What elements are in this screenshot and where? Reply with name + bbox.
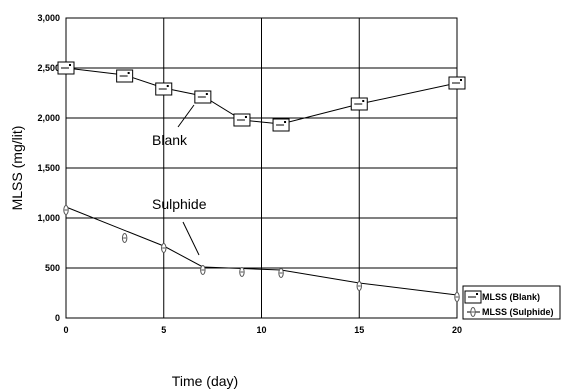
data-point xyxy=(116,69,134,83)
annotation-sulphide-pointer xyxy=(182,221,200,256)
y-tick-label: 2,500 xyxy=(37,63,60,73)
legend-item: MLSS (Blank) xyxy=(464,290,540,304)
series-blank xyxy=(57,61,466,132)
legend-label: MLSS (Sulphide) xyxy=(482,307,554,317)
marker-dot xyxy=(284,121,287,123)
data-point xyxy=(239,267,245,277)
data-point xyxy=(161,243,167,253)
x-tick-label: 5 xyxy=(161,325,166,335)
y-tick-label: 1,500 xyxy=(37,163,60,173)
marker-dot xyxy=(476,293,478,295)
data-point xyxy=(63,205,69,215)
x-axis-label: Time (day) xyxy=(172,373,238,389)
data-point xyxy=(278,268,284,278)
marker-dot xyxy=(205,93,208,95)
x-tick-label: 20 xyxy=(452,325,462,335)
marker-dot xyxy=(362,100,365,102)
grid xyxy=(65,17,458,319)
data-point xyxy=(448,76,466,90)
tick-labels: 0 500 1,000 1,500 2,000 2,500 3,000 0 5 10 15 20 xyxy=(37,13,462,335)
legend-label: MLSS (Blank) xyxy=(482,292,540,302)
data-point xyxy=(200,265,206,275)
data-point xyxy=(233,113,251,127)
data-point xyxy=(121,233,128,243)
marker-dot xyxy=(127,72,130,74)
series-layer xyxy=(57,61,466,302)
legend-item: MLSS (Sulphide) xyxy=(467,307,554,317)
data-point xyxy=(155,82,173,96)
x-tick-label: 15 xyxy=(354,325,364,335)
legend: MLSS (Blank) MLSS (Sulphide) xyxy=(462,285,561,320)
y-tick-label: 1,000 xyxy=(37,213,60,223)
data-point xyxy=(350,97,368,111)
plot-frame xyxy=(65,17,458,319)
marker-dot xyxy=(460,79,462,81)
annotation-sulphide: Sulphide xyxy=(152,196,207,212)
data-point xyxy=(356,281,362,291)
marker-dot xyxy=(69,64,71,66)
legend-marker xyxy=(464,290,482,304)
data-point xyxy=(57,61,75,75)
annotation-blank-pointer xyxy=(177,104,195,128)
annotations: Blank Sulphide xyxy=(152,104,207,256)
annotation-blank: Blank xyxy=(152,132,188,148)
y-tick-label: 3,000 xyxy=(37,13,60,23)
y-tick-label: 2,000 xyxy=(37,113,60,123)
series-sulphide xyxy=(63,205,460,302)
y-tick-label: 500 xyxy=(45,263,60,273)
y-axis-label: MLSS (mg/lit) xyxy=(9,126,25,211)
marker-dot xyxy=(166,85,169,87)
data-point xyxy=(194,90,212,104)
x-tick-label: 0 xyxy=(63,325,68,335)
data-point xyxy=(272,118,290,132)
marker-dot xyxy=(244,116,247,118)
x-tick-label: 10 xyxy=(256,325,266,335)
data-point xyxy=(454,292,460,302)
y-tick-label: 0 xyxy=(55,313,60,323)
legend-marker xyxy=(470,307,476,317)
